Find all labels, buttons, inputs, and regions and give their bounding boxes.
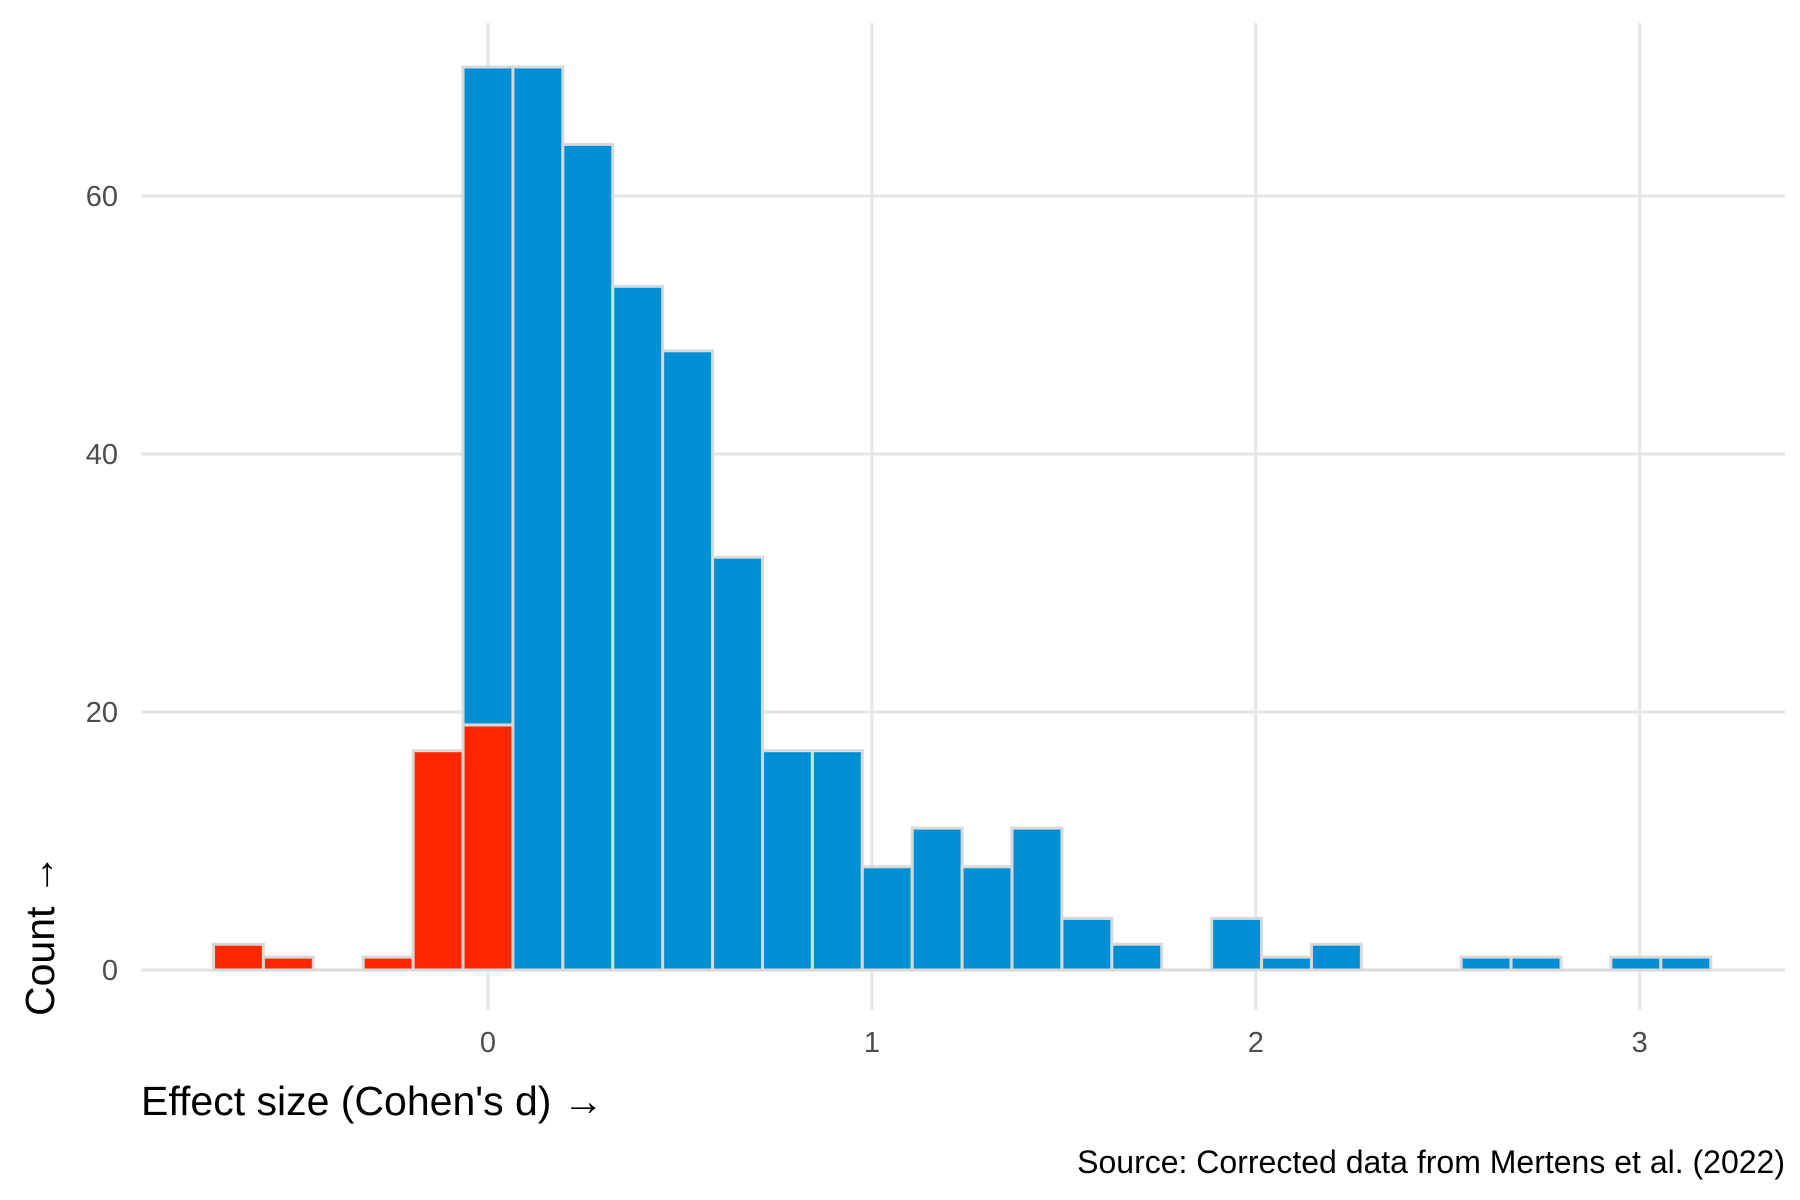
bar-positive — [1659, 955, 1713, 972]
bar-negative — [361, 955, 415, 972]
bar-positive — [1110, 942, 1164, 972]
bar-positive — [661, 349, 715, 972]
bar-positive — [1509, 955, 1563, 972]
bar-positive — [1210, 916, 1264, 972]
bar-positive — [1609, 955, 1663, 972]
bars — [212, 65, 1713, 972]
bar-positive — [860, 865, 914, 972]
bar-positive — [1260, 955, 1313, 972]
bar-positive — [810, 749, 864, 972]
bar-positive — [960, 865, 1014, 972]
x-tick-label: 0 — [480, 1027, 496, 1059]
x-tick-label: 3 — [1632, 1027, 1648, 1059]
bar-positive — [1060, 916, 1114, 972]
caption: Source: Corrected data from Mertens et a… — [1077, 1144, 1785, 1180]
bar-negative — [212, 942, 265, 972]
bar-positive — [1309, 942, 1363, 972]
y-axis-ticks: 0 20 40 60 — [86, 181, 118, 987]
y-tick-label: 60 — [86, 181, 118, 213]
bar-positive — [910, 826, 964, 972]
bar-positive — [1010, 826, 1064, 972]
bar-positive — [760, 749, 814, 972]
bar-positive — [611, 284, 665, 972]
x-tick-label: 1 — [864, 1027, 880, 1059]
y-axis-title: Count → — [17, 854, 63, 1016]
bar-negative — [461, 723, 515, 972]
y-tick-label: 20 — [86, 697, 118, 729]
bar-positive — [1459, 955, 1513, 972]
bar-negative — [411, 749, 465, 972]
bar-positive — [461, 65, 515, 727]
y-tick-label: 0 — [102, 955, 118, 987]
y-tick-label: 40 — [86, 439, 118, 471]
x-axis-title: Effect size (Cohen's d) → — [141, 1078, 604, 1124]
bar-positive — [711, 555, 764, 972]
bar-negative — [261, 955, 315, 972]
bar-positive — [511, 65, 565, 972]
x-axis-ticks: 0 1 2 3 — [480, 1027, 1648, 1059]
bar-positive — [561, 142, 615, 972]
x-tick-label: 2 — [1248, 1027, 1264, 1059]
